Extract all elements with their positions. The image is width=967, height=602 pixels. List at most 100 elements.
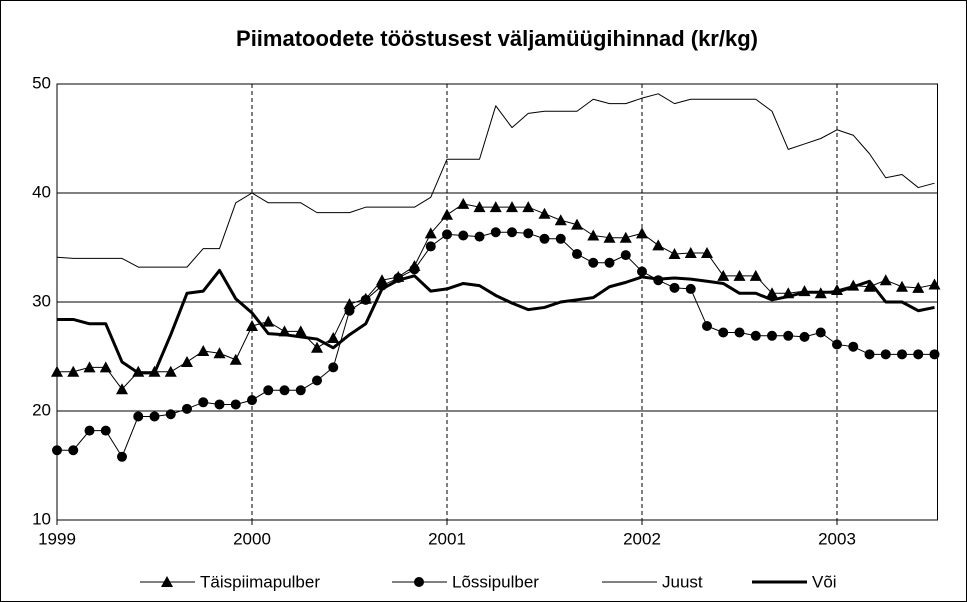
- marker-circle: [523, 228, 534, 239]
- marker-triangle: [294, 325, 307, 337]
- marker-circle: [312, 375, 322, 386]
- marker-circle: [68, 445, 79, 456]
- marker-circle: [832, 339, 842, 350]
- marker-triangle: [684, 246, 697, 258]
- marker-triangle: [441, 208, 453, 220]
- marker-triangle: [327, 331, 340, 343]
- marker-circle: [247, 395, 257, 406]
- x-tick-label: 2002: [623, 529, 661, 548]
- marker-triangle: [701, 246, 713, 258]
- plot-area: [56, 83, 938, 521]
- marker-circle: [718, 327, 729, 338]
- legend-label: Juust: [662, 572, 703, 591]
- marker-triangle: [571, 218, 583, 230]
- marker-circle: [149, 411, 160, 422]
- marker-triangle: [652, 239, 665, 251]
- marker-circle: [360, 294, 371, 305]
- x-tick-label: 2003: [818, 529, 856, 548]
- marker-circle: [637, 266, 647, 277]
- marker-circle: [100, 425, 111, 436]
- marker-circle: [84, 425, 95, 436]
- marker-circle: [425, 241, 436, 252]
- legend-label: Lõssipulber: [452, 572, 539, 591]
- marker-triangle: [197, 345, 210, 357]
- marker-triangle: [538, 207, 551, 219]
- marker-triangle: [99, 361, 112, 373]
- marker-triangle: [457, 197, 470, 209]
- y-tick-label: 50: [32, 73, 51, 92]
- legend-label: Täispiimapulber: [200, 572, 320, 591]
- marker-circle: [620, 250, 631, 261]
- marker-circle: [474, 231, 485, 242]
- marker-circle: [572, 249, 582, 260]
- marker-circle: [799, 331, 810, 342]
- marker-circle: [295, 385, 306, 396]
- marker-triangle: [489, 201, 502, 213]
- marker-triangle: [311, 341, 323, 353]
- marker-triangle: [51, 365, 63, 377]
- y-tick-label: 40: [32, 182, 51, 201]
- marker-circle: [328, 362, 339, 373]
- y-tick-label: 10: [32, 509, 51, 528]
- marker-circle: [555, 233, 566, 244]
- marker-triangle: [343, 298, 356, 310]
- marker-triangle: [603, 231, 616, 243]
- x-tick-label: 2001: [428, 529, 466, 548]
- marker-circle: [880, 349, 891, 360]
- marker-circle: [507, 227, 517, 238]
- marker-circle: [279, 385, 290, 396]
- marker-triangle: [262, 315, 275, 327]
- x-tick-label: 2000: [233, 529, 271, 548]
- marker-circle: [165, 409, 176, 420]
- marker-triangle: [717, 269, 730, 281]
- marker-triangle: [636, 227, 648, 239]
- marker-circle: [685, 283, 696, 294]
- marker-circle: [263, 385, 274, 396]
- marker-triangle: [587, 229, 600, 241]
- marker-triangle: [181, 355, 193, 367]
- marker-circle: [588, 257, 599, 268]
- marker-circle: [52, 445, 62, 456]
- marker-triangle: [749, 269, 762, 281]
- marker-triangle: [424, 227, 437, 239]
- marker-triangle: [554, 214, 567, 226]
- marker-triangle: [668, 248, 681, 260]
- marker-triangle: [83, 361, 96, 373]
- marker-circle: [133, 411, 144, 422]
- marker-triangle: [213, 347, 226, 359]
- chart-title: Piimatoodete tööstusest väljamüügihinnad…: [236, 26, 758, 51]
- marker-triangle: [733, 269, 746, 281]
- marker-circle: [214, 399, 225, 410]
- marker-circle: [767, 330, 777, 341]
- marker-circle: [669, 282, 680, 293]
- marker-triangle: [912, 281, 925, 293]
- marker-circle: [929, 349, 940, 360]
- marker-circle: [409, 264, 420, 275]
- marker-triangle: [896, 280, 908, 292]
- marker-circle: [344, 305, 355, 316]
- marker-circle: [750, 330, 761, 341]
- marker-circle: [848, 341, 859, 352]
- marker-circle: [414, 577, 424, 587]
- marker-triangle: [246, 319, 258, 331]
- marker-circle: [182, 403, 192, 414]
- marker-circle: [117, 451, 127, 462]
- marker-circle: [864, 349, 875, 360]
- marker-triangle: [619, 231, 632, 243]
- series-line: [56, 93, 935, 268]
- y-tick-label: 20: [32, 400, 51, 419]
- marker-triangle: [863, 280, 876, 292]
- marker-triangle: [522, 201, 535, 213]
- marker-triangle: [879, 274, 892, 286]
- marker-circle: [198, 397, 209, 408]
- marker-triangle: [766, 287, 778, 299]
- marker-circle: [897, 349, 907, 360]
- marker-circle: [783, 330, 794, 341]
- marker-circle: [604, 257, 615, 268]
- marker-triangle: [116, 383, 128, 395]
- marker-circle: [539, 233, 550, 244]
- legend-label: Või: [812, 572, 837, 591]
- marker-triangle: [506, 201, 518, 213]
